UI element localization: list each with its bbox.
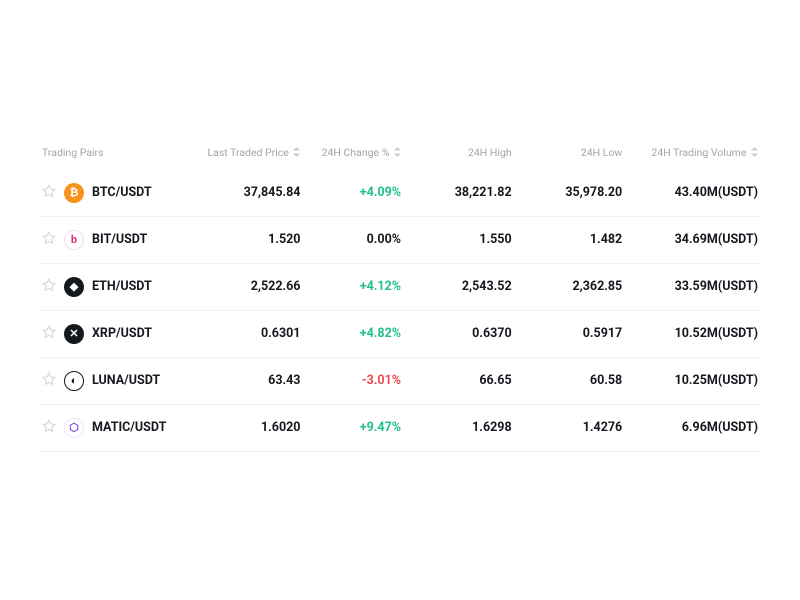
col-header-high-label: 24H High (468, 146, 512, 159)
sort-icon (293, 147, 300, 160)
cell-price: 37,845.84 (194, 170, 305, 217)
table-row[interactable]: ⬡MATIC/USDT1.6020+9.47%1.62981.42766.96M… (38, 404, 762, 451)
coin-icon: ⬡ (64, 418, 84, 438)
col-header-high[interactable]: 24H High (405, 140, 516, 170)
cell-pair: ✕ XRP/USDT (38, 310, 194, 357)
table-row[interactable]: ◐LUNA/USDT63.43-3.01%66.6560.5810.25M(US… (38, 357, 762, 404)
cell-pair: b BIT/USDT (38, 216, 194, 263)
table-row[interactable]: ₿ BTC/USDT 37,845.84+4.09%38,221.8235,978.… (38, 170, 762, 217)
trading-pairs-table: Trading Pairs Last Traded Price 24H Chan… (38, 140, 762, 452)
trading-pairs-table-container: Trading Pairs Last Traded Price 24H Chan… (0, 0, 800, 452)
cell-pair: ◐ LUNA/USDT (38, 357, 194, 404)
volume-value: 6.96M (682, 420, 718, 435)
favorite-star-icon[interactable] (42, 278, 56, 296)
cell-low: 1.4276 (516, 404, 627, 451)
cell-price: 1.520 (194, 216, 305, 263)
cell-pair: ⬡ MATIC/USDT (38, 404, 194, 451)
cell-price: 0.6301 (194, 310, 305, 357)
cell-volume: 43.40M(USDT) (626, 170, 762, 217)
coin-icon: ₿ (64, 183, 84, 203)
table-row[interactable]: bBIT/USDT1.5200.00%1.5501.48234.69M(USDT… (38, 216, 762, 263)
volume-value: 34.69M (675, 232, 718, 247)
col-header-volume[interactable]: 24H Trading Volume (626, 140, 762, 170)
cell-price: 63.43 (194, 357, 305, 404)
volume-unit: (USDT) (718, 420, 758, 435)
col-header-price[interactable]: Last Traded Price (194, 140, 305, 170)
table-header-row: Trading Pairs Last Traded Price 24H Chan… (38, 140, 762, 170)
cell-volume: 6.96M(USDT) (626, 404, 762, 451)
sort-icon (751, 147, 758, 160)
coin-icon: ◐ (64, 371, 84, 391)
cell-pair: ₿ BTC/USDT (38, 170, 194, 217)
favorite-star-icon[interactable] (42, 325, 56, 343)
pair-symbol: MATIC/USDT (92, 420, 166, 435)
cell-high: 66.65 (405, 357, 516, 404)
table-row[interactable]: ◆ETH/USDT2,522.66+4.12%2,543.522,362.853… (38, 263, 762, 310)
pair-symbol: ETH/USDT (92, 279, 152, 294)
col-header-low[interactable]: 24H Low (516, 140, 627, 170)
favorite-star-icon[interactable] (42, 231, 56, 249)
cell-pair: ◆ ETH/USDT (38, 263, 194, 310)
cell-volume: 34.69M(USDT) (626, 216, 762, 263)
cell-high: 38,221.82 (405, 170, 516, 217)
favorite-star-icon[interactable] (42, 419, 56, 437)
cell-change: 0.00% (304, 216, 405, 263)
cell-change: +4.12% (304, 263, 405, 310)
col-header-change[interactable]: 24H Change % (304, 140, 405, 170)
volume-value: 10.25M (675, 373, 718, 388)
cell-low: 60.58 (516, 357, 627, 404)
coin-icon: ◆ (64, 277, 84, 297)
col-header-change-label: 24H Change % (322, 146, 390, 159)
cell-change: +4.09% (304, 170, 405, 217)
favorite-star-icon[interactable] (42, 372, 56, 390)
cell-high: 1.6298 (405, 404, 516, 451)
col-header-price-label: Last Traded Price (207, 146, 288, 159)
coin-icon: ✕ (64, 324, 84, 344)
volume-unit: (USDT) (718, 326, 758, 341)
volume-value: 33.59M (675, 279, 718, 294)
volume-value: 10.52M (675, 326, 718, 341)
cell-price: 2,522.66 (194, 263, 305, 310)
favorite-star-icon[interactable] (42, 184, 56, 202)
cell-high: 0.6370 (405, 310, 516, 357)
volume-unit: (USDT) (718, 185, 758, 200)
cell-change: +4.82% (304, 310, 405, 357)
cell-low: 2,362.85 (516, 263, 627, 310)
col-header-pair-label: Trading Pairs (42, 146, 104, 159)
cell-low: 1.482 (516, 216, 627, 263)
coin-icon: b (64, 230, 84, 250)
cell-price: 1.6020 (194, 404, 305, 451)
col-header-low-label: 24H Low (581, 146, 622, 159)
col-header-pair[interactable]: Trading Pairs (38, 140, 194, 170)
cell-change: +9.47% (304, 404, 405, 451)
volume-unit: (USDT) (718, 279, 758, 294)
cell-low: 35,978.20 (516, 170, 627, 217)
pair-symbol: XRP/USDT (92, 326, 152, 341)
pair-symbol: BIT/USDT (92, 232, 147, 247)
pair-symbol: BTC/USDT (92, 185, 152, 200)
pair-symbol: LUNA/USDT (92, 373, 160, 388)
volume-unit: (USDT) (718, 373, 758, 388)
sort-icon (394, 147, 401, 160)
cell-volume: 10.52M(USDT) (626, 310, 762, 357)
cell-low: 0.5917 (516, 310, 627, 357)
table-row[interactable]: ✕XRP/USDT0.6301+4.82%0.63700.591710.52M(… (38, 310, 762, 357)
col-header-volume-label: 24H Trading Volume (651, 146, 746, 159)
volume-value: 43.40M (675, 185, 718, 200)
cell-high: 1.550 (405, 216, 516, 263)
volume-unit: (USDT) (718, 232, 758, 247)
cell-volume: 10.25M(USDT) (626, 357, 762, 404)
cell-change: -3.01% (304, 357, 405, 404)
cell-high: 2,543.52 (405, 263, 516, 310)
cell-volume: 33.59M(USDT) (626, 263, 762, 310)
